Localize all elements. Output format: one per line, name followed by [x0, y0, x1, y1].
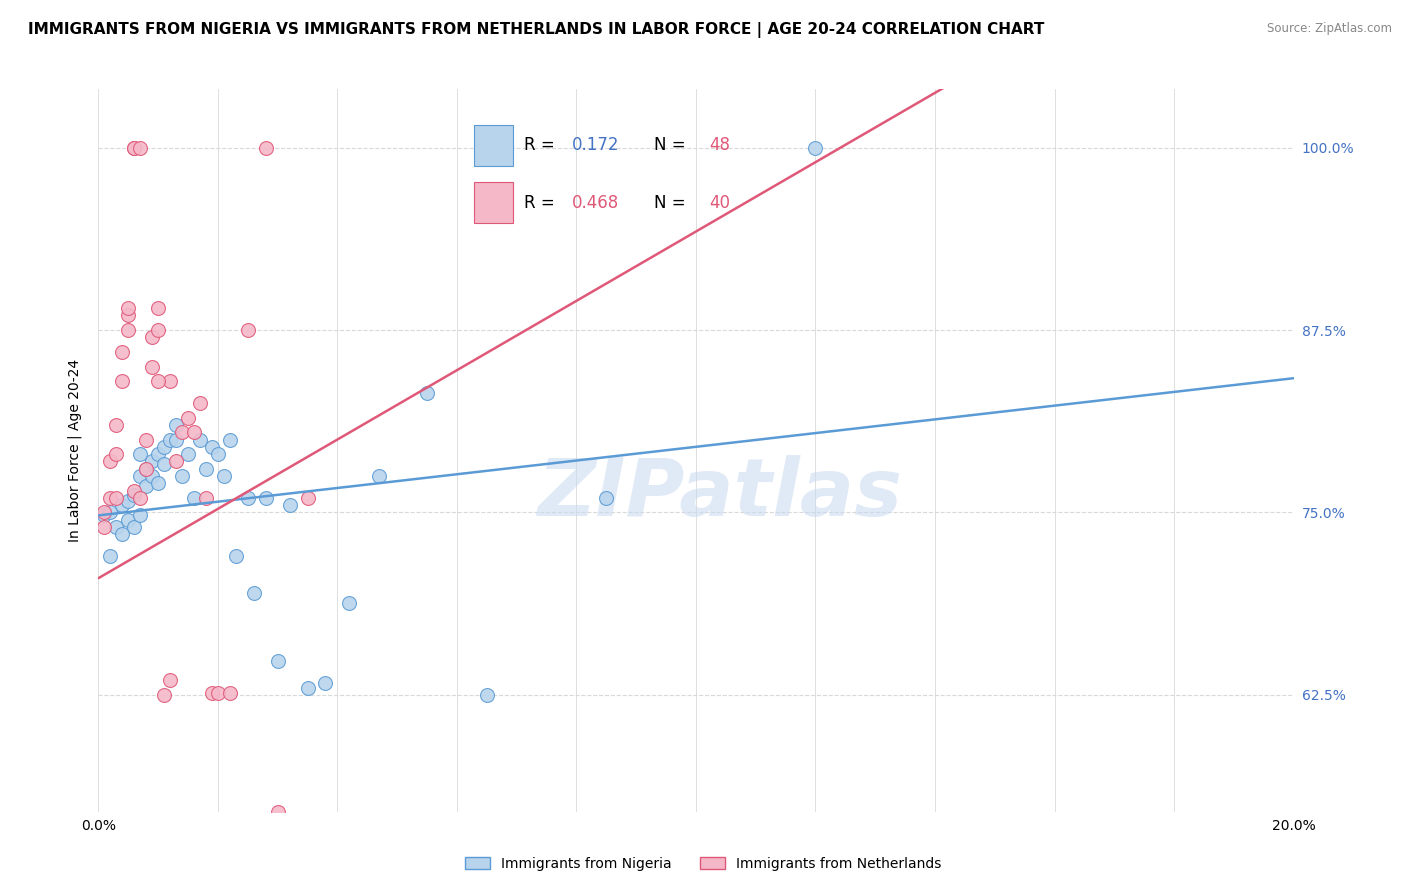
- Point: [177, 410, 200, 425]
- Point: [315, 676, 337, 690]
- Point: [225, 549, 247, 564]
- Point: [368, 469, 391, 483]
- Point: [124, 140, 146, 154]
- Point: [278, 498, 301, 512]
- Point: [135, 461, 157, 475]
- Point: [129, 508, 152, 523]
- Point: [93, 508, 115, 523]
- Y-axis label: In Labor Force | Age 20-24: In Labor Force | Age 20-24: [67, 359, 83, 542]
- Point: [201, 686, 224, 700]
- Point: [117, 323, 139, 337]
- Point: [117, 301, 139, 315]
- Point: [124, 488, 146, 502]
- Point: [117, 493, 139, 508]
- Point: [804, 140, 827, 154]
- Point: [172, 425, 194, 440]
- Point: [93, 506, 115, 520]
- Point: [188, 433, 211, 447]
- Point: [177, 447, 200, 461]
- Point: [159, 374, 181, 388]
- Point: [111, 498, 134, 512]
- Point: [159, 673, 181, 688]
- Text: Source: ZipAtlas.com: Source: ZipAtlas.com: [1267, 22, 1392, 36]
- Point: [207, 447, 229, 461]
- Point: [243, 586, 266, 600]
- Point: [124, 483, 146, 498]
- Point: [141, 454, 163, 468]
- Point: [195, 491, 218, 505]
- Point: [129, 469, 152, 483]
- Point: [153, 688, 176, 702]
- Point: [141, 359, 163, 374]
- Point: [141, 330, 163, 344]
- Point: [165, 417, 187, 432]
- Point: [254, 491, 277, 505]
- Point: [236, 323, 259, 337]
- Point: [117, 513, 139, 527]
- Point: [98, 506, 122, 520]
- Point: [159, 433, 181, 447]
- Point: [148, 301, 170, 315]
- Point: [183, 425, 205, 440]
- Point: [297, 681, 319, 695]
- Point: [267, 654, 290, 668]
- Point: [124, 140, 146, 154]
- Point: [148, 447, 170, 461]
- Text: ZIPatlas: ZIPatlas: [537, 455, 903, 533]
- Point: [98, 491, 122, 505]
- Point: [207, 686, 229, 700]
- Point: [195, 461, 218, 475]
- Point: [475, 688, 498, 702]
- Point: [124, 520, 146, 534]
- Point: [129, 491, 152, 505]
- Point: [219, 433, 242, 447]
- Point: [183, 491, 205, 505]
- Point: [212, 469, 235, 483]
- Point: [148, 476, 170, 491]
- Point: [105, 491, 128, 505]
- Point: [297, 491, 319, 505]
- Point: [188, 396, 211, 410]
- Point: [236, 491, 259, 505]
- Point: [129, 140, 152, 154]
- Point: [595, 491, 617, 505]
- Point: [165, 454, 187, 468]
- Point: [135, 479, 157, 493]
- Point: [267, 805, 290, 819]
- Point: [219, 686, 242, 700]
- Point: [117, 309, 139, 323]
- Point: [416, 385, 439, 400]
- Point: [111, 527, 134, 541]
- Point: [105, 520, 128, 534]
- Point: [141, 469, 163, 483]
- Point: [201, 440, 224, 454]
- Point: [129, 447, 152, 461]
- Point: [153, 440, 176, 454]
- Point: [135, 433, 157, 447]
- Point: [111, 345, 134, 359]
- Point: [98, 454, 122, 468]
- Point: [254, 140, 277, 154]
- Point: [165, 433, 187, 447]
- Point: [339, 596, 361, 610]
- Legend: Immigrants from Nigeria, Immigrants from Netherlands: Immigrants from Nigeria, Immigrants from…: [460, 851, 946, 876]
- Point: [172, 469, 194, 483]
- Point: [148, 374, 170, 388]
- Point: [105, 447, 128, 461]
- Point: [135, 461, 157, 475]
- Point: [111, 374, 134, 388]
- Point: [655, 871, 678, 885]
- Text: IMMIGRANTS FROM NIGERIA VS IMMIGRANTS FROM NETHERLANDS IN LABOR FORCE | AGE 20-2: IMMIGRANTS FROM NIGERIA VS IMMIGRANTS FR…: [28, 22, 1045, 38]
- Point: [105, 417, 128, 432]
- Point: [93, 520, 115, 534]
- Point: [148, 323, 170, 337]
- Point: [153, 458, 176, 472]
- Point: [98, 549, 122, 564]
